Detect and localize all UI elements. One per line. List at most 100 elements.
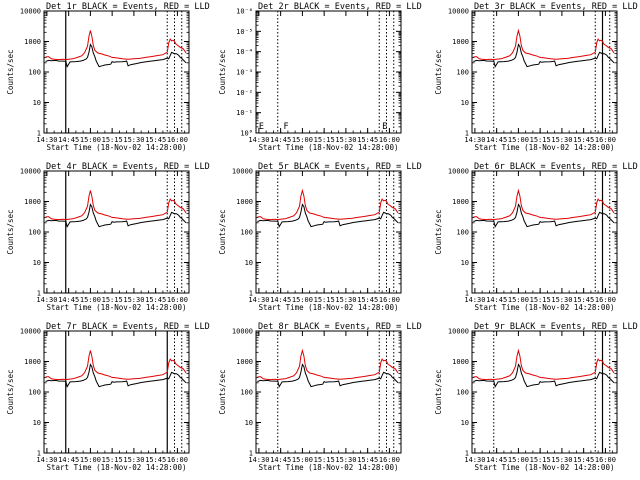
x-tick-label: 15:45: [573, 136, 594, 144]
x-tick-label: 15:15: [530, 456, 551, 464]
y-tick-label: 1000: [236, 358, 253, 366]
series-line-lld: [257, 348, 399, 381]
y-tick-label: 10000: [448, 328, 469, 336]
x-tick-label: 14:45: [486, 136, 507, 144]
x-axis-label: Start Time (18-Nov-02 14:28:00): [47, 463, 187, 472]
x-tick-label: 16:00: [595, 136, 616, 144]
series-line-lld: [45, 350, 187, 381]
series-line-events: [473, 363, 615, 388]
series-line-events: [473, 203, 615, 228]
y-tick-label: 10: [461, 99, 469, 107]
panel-title: Det 1r BLACK = Events, RED = LLD: [46, 2, 210, 12]
series-line-events: [257, 363, 399, 388]
x-tick-label: 15:00: [80, 136, 101, 144]
detector-panel-7: Det 7r BLACK = Events, RED = LLD 1 10 100 10…: [6, 322, 210, 472]
y-tick-label: 10000: [448, 8, 469, 16]
series-line-events: [45, 363, 187, 388]
x-tick-label: 15:15: [530, 296, 551, 304]
x-tick-label: 15:30: [335, 456, 356, 464]
marker-letter: E: [259, 122, 264, 132]
x-tick-label: 16:00: [167, 456, 188, 464]
x-tick-label: 15:45: [145, 296, 166, 304]
x-tick-label: 14:45: [270, 456, 291, 464]
x-tick-label: 15:15: [314, 456, 335, 464]
series-line-events: [45, 203, 187, 228]
x-tick-label: 15:45: [145, 136, 166, 144]
x-tick-label: 14:30: [36, 456, 57, 464]
x-tick-label: 14:30: [248, 456, 269, 464]
x-tick-label: 16:00: [595, 296, 616, 304]
y-tick-label: 100: [240, 229, 253, 237]
x-tick-label: 15:15: [314, 136, 335, 144]
y-tick-label: 1000: [24, 198, 41, 206]
series-line-lld: [45, 190, 187, 221]
detector-panel-9: Det 9r BLACK = Events, RED = LLD 1 10 100 10…: [434, 322, 638, 472]
x-tick-label: 15:30: [123, 456, 144, 464]
x-axis-label: Start Time (18-Nov-02 14:28:00): [259, 303, 399, 312]
series-line-lld: [473, 188, 615, 221]
x-tick-label: 14:30: [464, 296, 485, 304]
panel-title: Det 2r BLACK = Events, RED = LLD: [258, 2, 422, 12]
x-tick-label: 14:30: [248, 136, 269, 144]
panel-title: Det 3r BLACK = Events, RED = LLD: [474, 2, 638, 12]
y-axis-label: Counts/sec: [218, 369, 227, 414]
detector-panel-3: Det 3r BLACK = Events, RED = LLD 1 10 100 10…: [434, 2, 638, 152]
x-tick-label: 15:15: [102, 296, 123, 304]
x-tick-label: 16:00: [167, 136, 188, 144]
panel-title: Det 7r BLACK = Events, RED = LLD: [46, 322, 210, 332]
x-tick-label: 14:45: [270, 136, 291, 144]
detector-panel-1: Det 1r BLACK = Events, RED = LLD 1 10 100 10…: [6, 2, 210, 152]
y-tick-label: 1: [465, 450, 469, 458]
y-tick-label: 10000: [20, 328, 41, 336]
y-axis-label: Counts/sec: [434, 369, 443, 414]
panel-title: Det 4r BLACK = Events, RED = LLD: [46, 162, 210, 172]
series-line-events: [473, 43, 615, 68]
y-tick-label: 10⁻⁵: [236, 28, 253, 36]
y-tick-label: 1: [37, 130, 41, 138]
y-tick-label: 1: [465, 130, 469, 138]
y-tick-label: 10°: [240, 130, 253, 138]
panel-title: Det 5r BLACK = Events, RED = LLD: [258, 162, 422, 172]
y-tick-label: 10: [33, 99, 41, 107]
y-tick-label: 1000: [452, 358, 469, 366]
x-tick-label: 15:30: [335, 136, 356, 144]
detector-panel-2: Det 2r BLACK = Events, RED = LLD 10° 10⁻¹ 1…: [218, 2, 422, 152]
y-tick-label: 10000: [232, 328, 253, 336]
x-axis-label: Start Time (18-Nov-02 14:28:00): [475, 143, 615, 152]
y-tick-label: 10⁻³: [236, 69, 253, 77]
x-tick-label: 15:00: [508, 456, 529, 464]
x-tick-label: 14:30: [36, 296, 57, 304]
x-tick-label: 15:30: [551, 136, 572, 144]
detector-panel-6: Det 6r BLACK = Events, RED = LLD 1 10 100 10…: [434, 162, 638, 312]
x-tick-label: 14:30: [36, 136, 57, 144]
x-tick-label: 15:00: [292, 456, 313, 464]
x-axis-label: Start Time (18-Nov-02 14:28:00): [259, 143, 399, 152]
x-tick-label: 16:00: [595, 456, 616, 464]
x-tick-label: 14:45: [58, 456, 79, 464]
x-tick-label: 15:30: [551, 296, 572, 304]
y-tick-label: 100: [28, 229, 41, 237]
x-tick-label: 15:00: [292, 136, 313, 144]
x-tick-label: 14:45: [58, 296, 79, 304]
y-tick-label: 1000: [452, 198, 469, 206]
y-tick-label: 100: [240, 389, 253, 397]
y-tick-label: 10⁻⁶: [236, 8, 253, 16]
x-tick-label: 15:45: [357, 296, 378, 304]
x-tick-label: 15:45: [357, 456, 378, 464]
y-tick-label: 10000: [232, 168, 253, 176]
x-tick-label: 14:45: [486, 456, 507, 464]
y-tick-label: 10000: [20, 8, 41, 16]
panel-title: Det 6r BLACK = Events, RED = LLD: [474, 162, 638, 172]
series-line-lld: [45, 30, 187, 61]
x-tick-label: 15:00: [80, 456, 101, 464]
y-axis-label: Counts/sec: [6, 369, 15, 414]
x-axis-label: Start Time (18-Nov-02 14:28:00): [475, 303, 615, 312]
x-tick-label: 15:00: [292, 296, 313, 304]
detector-panel-8: Det 8r BLACK = Events, RED = LLD 1 10 100 10…: [218, 322, 422, 472]
y-tick-label: 1000: [24, 38, 41, 46]
x-tick-label: 15:15: [102, 136, 123, 144]
y-tick-label: 1: [37, 290, 41, 298]
x-tick-label: 15:45: [357, 136, 378, 144]
x-tick-label: 14:45: [486, 296, 507, 304]
